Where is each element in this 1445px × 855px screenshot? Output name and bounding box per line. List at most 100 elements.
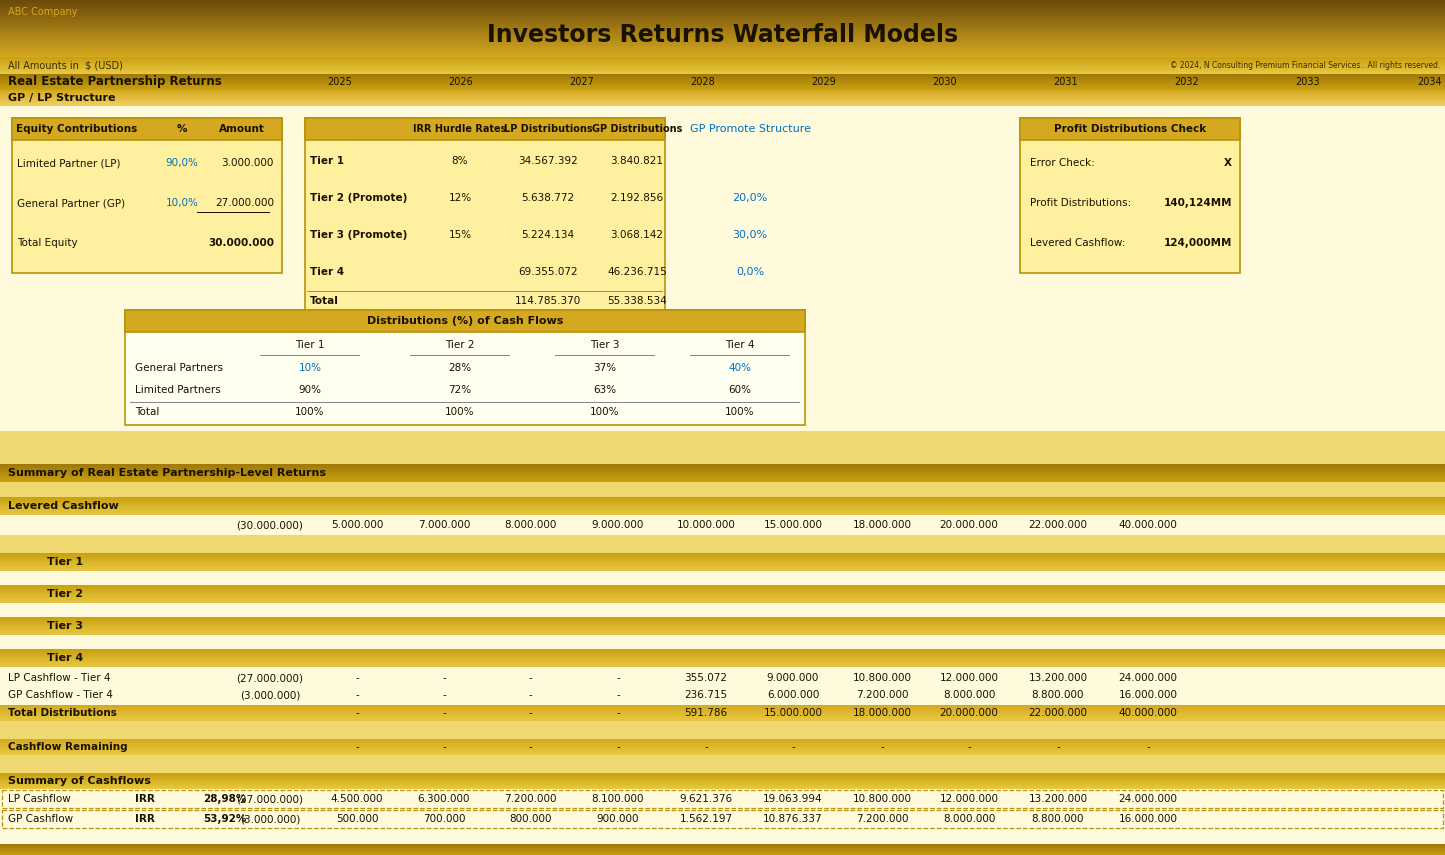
FancyBboxPatch shape [12,118,282,273]
FancyBboxPatch shape [12,118,282,140]
FancyBboxPatch shape [691,355,790,356]
Text: 34.567.392: 34.567.392 [519,156,578,166]
Text: Tier 4: Tier 4 [311,267,344,277]
FancyBboxPatch shape [0,56,1445,57]
FancyBboxPatch shape [197,212,270,213]
FancyBboxPatch shape [0,7,1445,9]
FancyBboxPatch shape [0,603,1445,617]
FancyBboxPatch shape [0,106,1445,431]
Text: GP Cashflow: GP Cashflow [9,814,74,824]
Text: All Amounts in  $ (USD): All Amounts in $ (USD) [9,61,123,70]
Text: -: - [527,742,532,752]
Text: 10,0%: 10,0% [166,198,198,208]
FancyBboxPatch shape [0,535,1445,553]
Text: 13.200.000: 13.200.000 [1029,673,1088,683]
Text: 72%: 72% [448,385,471,395]
FancyBboxPatch shape [0,38,1445,40]
Text: 69.355.072: 69.355.072 [519,267,578,277]
FancyBboxPatch shape [0,51,1445,53]
FancyBboxPatch shape [0,9,1445,10]
Text: -: - [442,742,447,752]
Text: 24.000.000: 24.000.000 [1118,673,1178,683]
Text: Summary of Real Estate Partnership-Level Returns: Summary of Real Estate Partnership-Level… [9,468,327,478]
Text: © 2024, N Consulting Premium Financial Services.. All rights reserved.: © 2024, N Consulting Premium Financial S… [1169,61,1441,70]
FancyBboxPatch shape [0,23,1445,25]
Text: 2025: 2025 [328,77,353,87]
Text: -: - [442,690,447,700]
Text: 2029: 2029 [812,77,837,87]
Text: -: - [355,673,358,683]
Text: 90,0%: 90,0% [166,158,198,168]
Text: (3.000.000): (3.000.000) [240,814,301,824]
Text: LP Distributions: LP Distributions [504,124,592,134]
Text: 16.000.000: 16.000.000 [1118,814,1178,824]
Text: Levered Cashflow:: Levered Cashflow: [1030,238,1126,248]
FancyBboxPatch shape [0,47,1445,49]
FancyBboxPatch shape [0,482,1445,497]
Text: -: - [442,708,447,718]
Text: 10%: 10% [299,363,321,373]
Text: GP Distributions: GP Distributions [592,124,682,134]
Text: 20,0%: 20,0% [733,193,767,203]
Text: Limited Partners: Limited Partners [134,385,221,395]
Text: 8.800.000: 8.800.000 [1032,690,1084,700]
Text: 2026: 2026 [448,77,474,87]
Text: 900.000: 900.000 [597,814,639,824]
Text: Cashflow Remaining: Cashflow Remaining [9,742,127,752]
Text: 40.000.000: 40.000.000 [1118,520,1178,530]
Text: 114.785.370: 114.785.370 [514,296,581,306]
Text: Total: Total [311,296,340,306]
Text: 3.000.000: 3.000.000 [221,158,275,168]
Text: 7.200.000: 7.200.000 [855,814,909,824]
Text: 2032: 2032 [1175,77,1199,87]
Text: GP / LP Structure: GP / LP Structure [9,93,116,103]
FancyBboxPatch shape [0,27,1445,29]
Text: 12.000.000: 12.000.000 [939,673,998,683]
FancyBboxPatch shape [0,10,1445,12]
Text: 100%: 100% [725,407,754,417]
Text: 124,000MM: 124,000MM [1163,238,1233,248]
FancyBboxPatch shape [305,118,665,140]
Text: 6.300.000: 6.300.000 [418,794,470,804]
Text: 4.500.000: 4.500.000 [331,794,383,804]
FancyBboxPatch shape [0,21,1445,23]
Text: Total Equity: Total Equity [17,238,78,248]
Text: 100%: 100% [590,407,620,417]
FancyBboxPatch shape [0,45,1445,47]
Text: 2033: 2033 [1296,77,1321,87]
Text: 15.000.000: 15.000.000 [763,520,822,530]
Text: IRR: IRR [134,794,155,804]
Text: 10.800.000: 10.800.000 [853,794,912,804]
Text: (27.000.000): (27.000.000) [237,673,303,683]
FancyBboxPatch shape [0,28,1445,30]
Text: Tier 2: Tier 2 [46,589,82,599]
Text: Limited Partner (LP): Limited Partner (LP) [17,158,120,168]
Text: 10.800.000: 10.800.000 [853,673,912,683]
Text: 55.338.534: 55.338.534 [607,296,668,306]
FancyBboxPatch shape [0,49,1445,50]
Text: Tier 4: Tier 4 [725,340,754,350]
FancyBboxPatch shape [305,118,665,313]
Text: 15%: 15% [448,230,471,240]
Text: 100%: 100% [295,407,325,417]
Text: 20.000.000: 20.000.000 [939,520,998,530]
Text: 8.800.000: 8.800.000 [1032,814,1084,824]
Text: -: - [527,690,532,700]
FancyBboxPatch shape [0,37,1445,38]
FancyBboxPatch shape [1020,118,1240,140]
Text: 7.200.000: 7.200.000 [855,690,909,700]
FancyBboxPatch shape [0,36,1445,38]
Text: X: X [1224,158,1233,168]
Text: 591.786: 591.786 [685,708,728,718]
Text: -: - [355,708,358,718]
FancyBboxPatch shape [0,789,1445,844]
Text: GP Promote Structure: GP Promote Structure [689,124,811,134]
Text: Investors Returns Waterfall Models: Investors Returns Waterfall Models [487,23,958,47]
Text: IRR: IRR [134,814,155,824]
Text: 30,0%: 30,0% [733,230,767,240]
Text: Summary of Cashflows: Summary of Cashflows [9,776,150,786]
FancyBboxPatch shape [0,30,1445,32]
Text: Tier 1: Tier 1 [295,340,325,350]
FancyBboxPatch shape [410,355,510,356]
Text: 3.068.142: 3.068.142 [610,230,663,240]
